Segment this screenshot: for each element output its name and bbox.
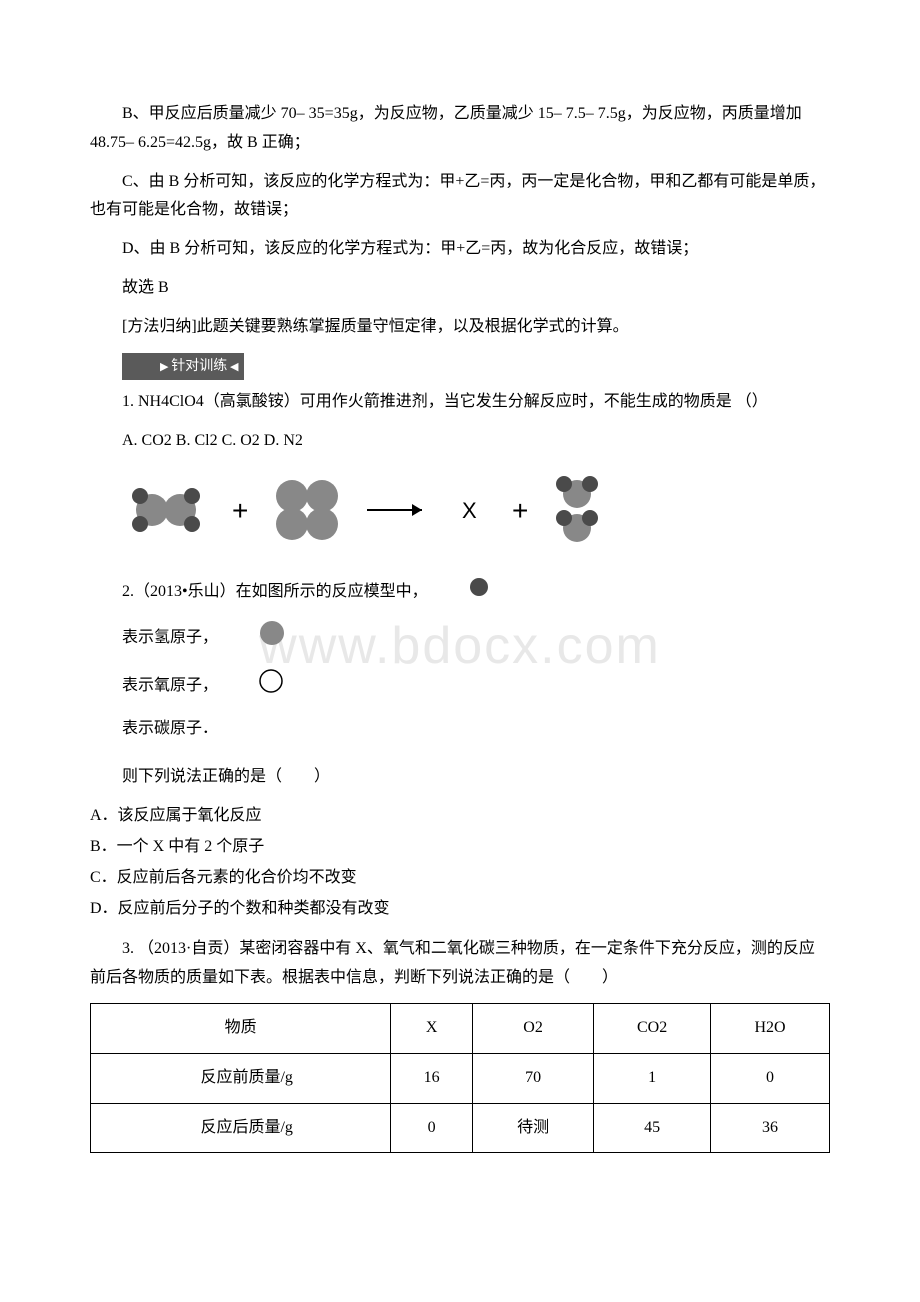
q2-h-label: 表示氢原子，	[90, 619, 830, 658]
q2-opt-d: D．反应前后分子的个数和种类都没有改变	[90, 895, 830, 924]
th-co2: CO2	[594, 1003, 711, 1053]
q2-c-label: 表示碳原子．	[90, 715, 830, 744]
table-row: 反应后质量/g 0 待测 45 36	[91, 1103, 830, 1153]
th-h2o: H2O	[711, 1003, 830, 1053]
cell: 70	[472, 1053, 593, 1103]
hydrogen-atom-icon	[436, 576, 490, 609]
th-x: X	[391, 1003, 473, 1053]
product-x-label: X	[462, 498, 477, 523]
solution-answer: 故选 B	[90, 274, 830, 303]
solution-method: [方法归纳]此题关键要熟练掌握质量守恒定律，以及根据化学式的计算。	[90, 313, 830, 342]
q2-stem: 2.（2013•乐山）在如图所示的反应模型中，	[90, 576, 830, 609]
q2-o-text: 表示氧原子，	[122, 677, 218, 694]
oxygen-atom-icon	[226, 619, 286, 658]
page-content: B、甲反应后质量减少 70– 35=35g，为反应物，乙质量减少 15– 7.5…	[90, 100, 830, 1153]
plus-icon: +	[232, 495, 248, 526]
carbon-atom-icon	[226, 668, 284, 705]
q3-stem: 3. （2013·自贡）某密闭容器中有 X、氧气和二氧化碳三种物质，在一定条件下…	[90, 935, 830, 993]
q3-table: 物质 X O2 CO2 H2O 反应前质量/g 16 70 1 0 反应后质量/…	[90, 1003, 830, 1153]
q2-opt-c: C．反应前后各元素的化合价均不改变	[90, 864, 830, 893]
table-row: 反应前质量/g 16 70 1 0	[91, 1053, 830, 1103]
reaction-diagram: + X +	[122, 470, 830, 561]
cell: 16	[391, 1053, 473, 1103]
th-label: 物质	[91, 1003, 391, 1053]
solution-b: B、甲反应后质量减少 70– 35=35g，为反应物，乙质量减少 15– 7.5…	[90, 100, 830, 158]
q2-question: 则下列说法正确的是（ ）	[90, 763, 830, 792]
q2-opt-b: B．一个 X 中有 2 个原子	[90, 833, 830, 862]
table-header-row: 物质 X O2 CO2 H2O	[91, 1003, 830, 1053]
product-2	[556, 476, 598, 542]
cell: 45	[594, 1103, 711, 1153]
solution-d: D、由 B 分析可知，该反应的化学方程式为：甲+乙=丙，故为化合反应，故错误；	[90, 235, 830, 264]
q1-stem: 1. NH4ClO4（高氯酸铵）可用作火箭推进剂，当它发生分解反应时，不能生成的…	[90, 388, 830, 417]
reactant-1	[132, 488, 200, 532]
practice-badge: 针对训练	[122, 353, 244, 380]
arrow-icon	[367, 504, 422, 516]
row-after-label: 反应后质量/g	[91, 1103, 391, 1153]
q2-o-label: 表示氧原子，	[90, 668, 830, 705]
solution-c: C、由 B 分析可知，该反应的化学方程式为：甲+乙=丙，丙一定是化合物，甲和乙都…	[90, 168, 830, 226]
q2-opt-a: A．该反应属于氧化反应	[90, 802, 830, 831]
reactant-2	[276, 480, 338, 540]
cell: 0	[711, 1053, 830, 1103]
cell: 36	[711, 1103, 830, 1153]
q2-h-text: 表示氢原子，	[122, 629, 218, 646]
plus-icon-2: +	[512, 495, 528, 526]
th-o2: O2	[472, 1003, 593, 1053]
cell: 待测	[472, 1103, 593, 1153]
q1-options: A. CO2 B. Cl2 C. O2 D. N2	[90, 427, 830, 456]
row-before-label: 反应前质量/g	[91, 1053, 391, 1103]
q2-stem-text: 2.（2013•乐山）在如图所示的反应模型中，	[122, 583, 428, 600]
cell: 1	[594, 1053, 711, 1103]
cell: 0	[391, 1103, 473, 1153]
